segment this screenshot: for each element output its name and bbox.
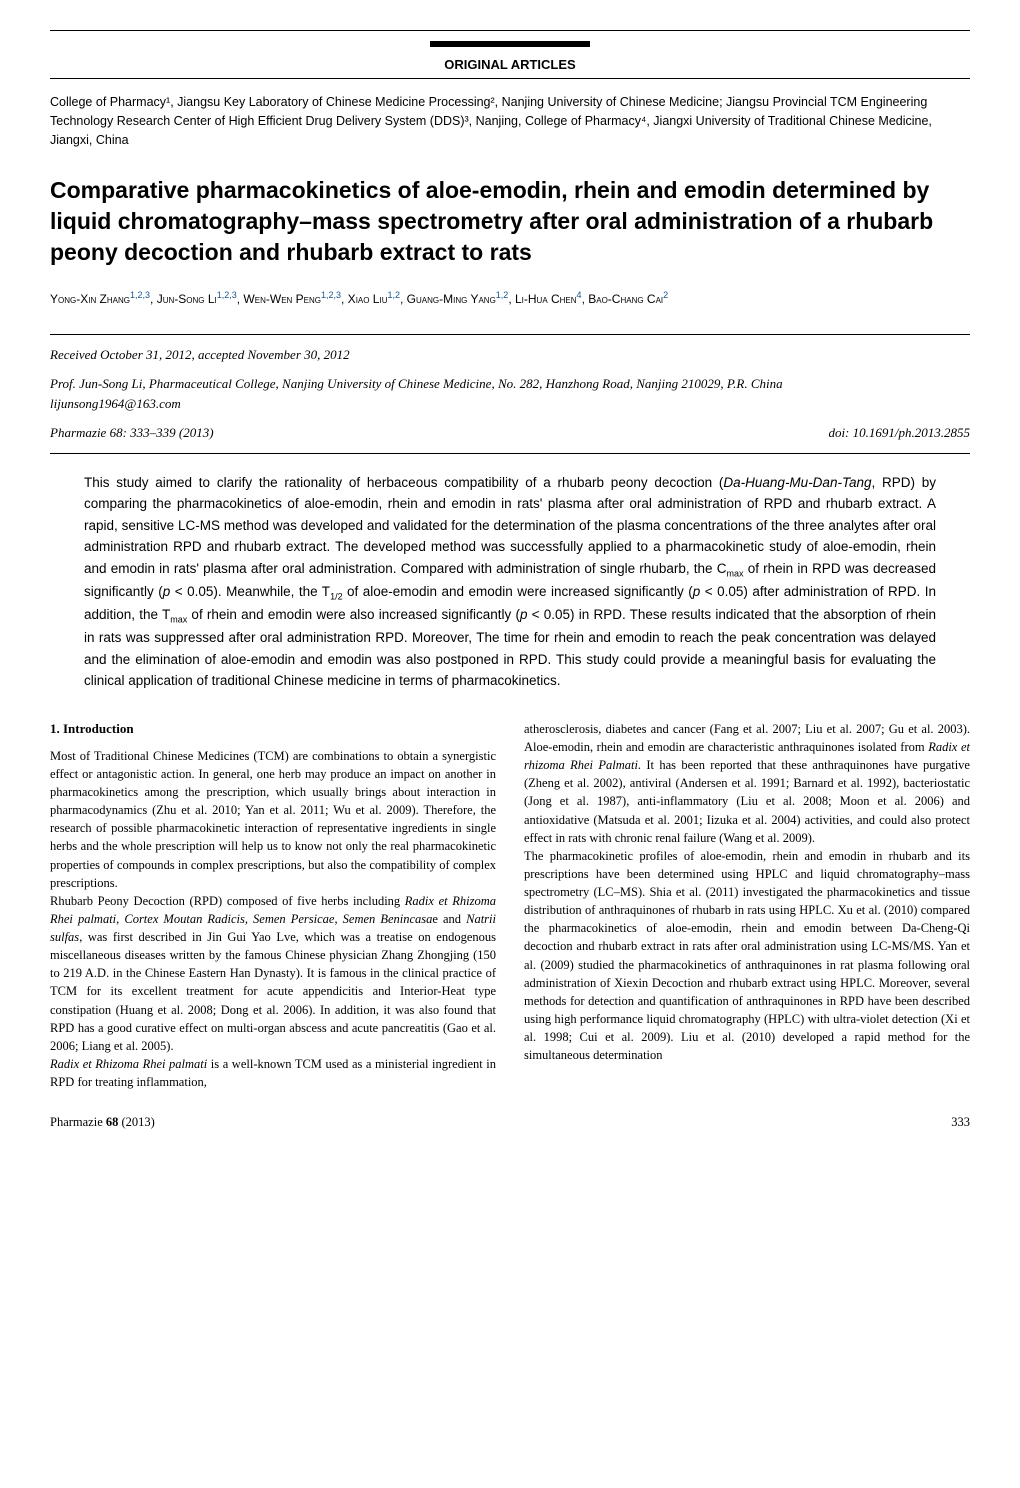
- footer-page-number: 333: [951, 1113, 970, 1132]
- authors: Yong-Xin Zhang1,2,3, Jun-Song Li1,2,3, W…: [50, 288, 970, 309]
- page-footer: Pharmazie 68 (2013) 333: [50, 1113, 970, 1132]
- corresponding-author: Prof. Jun-Song Li, Pharmaceutical Colleg…: [50, 374, 970, 413]
- affiliations: College of Pharmacy¹, Jiangsu Key Labora…: [50, 93, 970, 149]
- meta-block: Received October 31, 2012, accepted Nove…: [50, 334, 970, 454]
- journal-line: Pharmazie 68: 333–339 (2013) doi: 10.169…: [50, 423, 970, 443]
- section-label: ORIGINAL ARTICLES: [444, 57, 575, 72]
- journal-ref: Pharmazie 68: 333–339 (2013): [50, 423, 214, 443]
- top-rule: [50, 30, 970, 31]
- column-left: 1. Introduction Most of Traditional Chin…: [50, 720, 496, 1091]
- article-title: Comparative pharmacokinetics of aloe-emo…: [50, 175, 970, 268]
- intro-text-right: atherosclerosis, diabetes and cancer (Fa…: [524, 720, 970, 1064]
- body-columns: 1. Introduction Most of Traditional Chin…: [50, 720, 970, 1091]
- received-date: Received October 31, 2012, accepted Nove…: [50, 345, 970, 365]
- corresponding-email: lijunsong1964@163.com: [50, 396, 181, 411]
- doi: doi: 10.1691/ph.2013.2855: [828, 423, 970, 443]
- intro-text-left: Most of Traditional Chinese Medicines (T…: [50, 747, 496, 1091]
- header-rule-2: [50, 78, 970, 79]
- abstract: This study aimed to clarify the rational…: [84, 472, 936, 692]
- intro-heading: 1. Introduction: [50, 720, 496, 739]
- column-right: atherosclerosis, diabetes and cancer (Fa…: [524, 720, 970, 1091]
- header-bar: [430, 41, 590, 47]
- section-header: ORIGINAL ARTICLES: [50, 35, 970, 74]
- footer-journal: Pharmazie 68 (2013): [50, 1113, 155, 1132]
- corresponding-text: Prof. Jun-Song Li, Pharmaceutical Colleg…: [50, 376, 783, 391]
